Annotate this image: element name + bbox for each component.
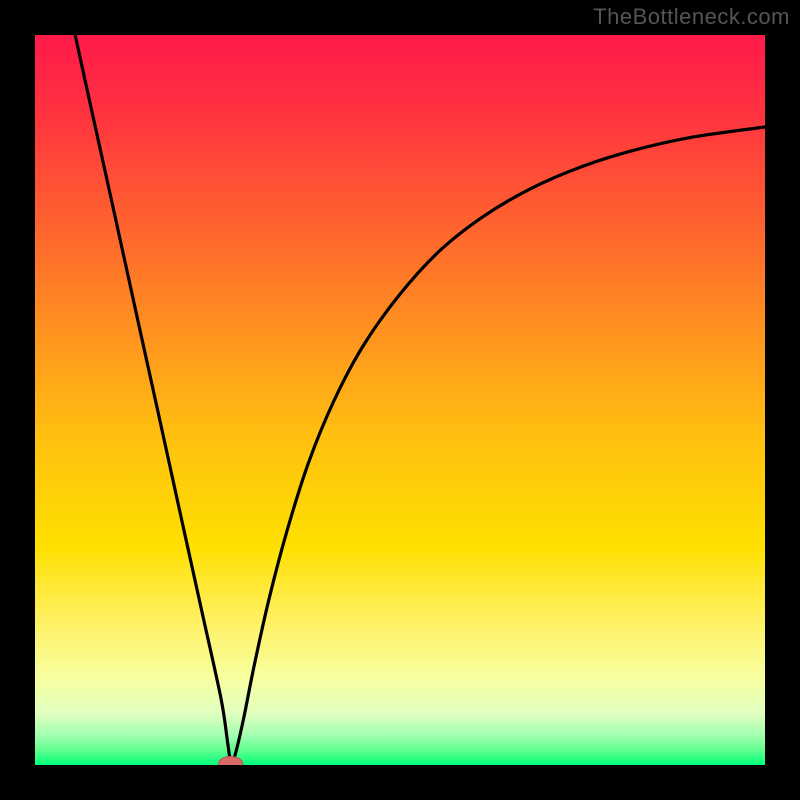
chart-canvas xyxy=(0,0,800,800)
watermark-text: TheBottleneck.com xyxy=(593,4,790,30)
